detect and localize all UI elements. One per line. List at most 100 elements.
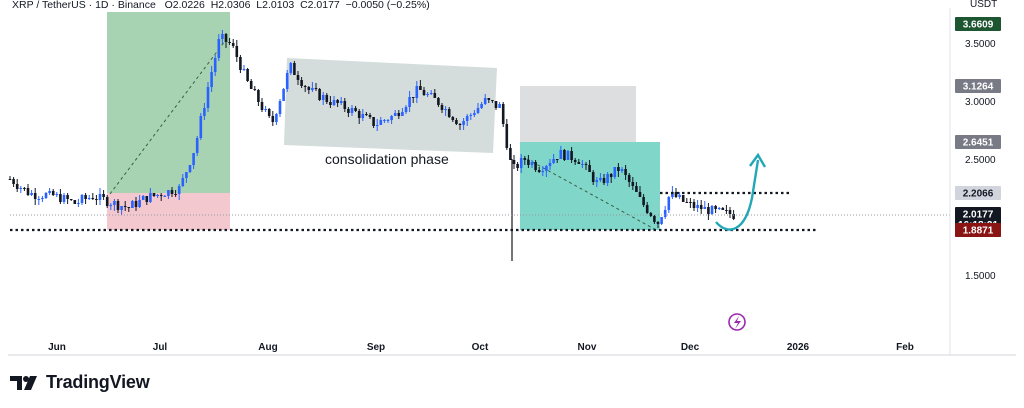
candle-body [224, 34, 228, 42]
candle [570, 147, 573, 163]
candle [494, 101, 498, 110]
candle-body [437, 98, 440, 105]
interval[interactable]: 1D [95, 0, 109, 11]
currency-label[interactable]: USDT [970, 0, 998, 10]
candle-body [127, 207, 131, 208]
price-tag-bg [955, 223, 1001, 237]
candle-body [221, 34, 224, 39]
candle-body [141, 196, 145, 200]
candle [627, 173, 631, 187]
candle [307, 86, 311, 94]
candle-body [390, 116, 393, 120]
low-value: L2.0103 [256, 0, 295, 11]
candle [253, 86, 257, 91]
candle-body [534, 162, 537, 170]
candle [624, 165, 627, 180]
candle-body [307, 87, 311, 90]
lightning-icon [728, 313, 746, 331]
candle [87, 195, 91, 200]
price-tag-label: 1.8871 [963, 226, 994, 237]
time-tick-label: Oct [472, 342, 489, 353]
candle-body [332, 100, 336, 105]
candle [613, 167, 617, 179]
candle-body [37, 199, 41, 200]
candle [609, 173, 613, 183]
candle [37, 196, 41, 205]
projection-arrow-head [749, 152, 767, 168]
candle [73, 200, 77, 204]
candle-body [404, 107, 408, 112]
candle [433, 89, 437, 98]
candle [95, 195, 98, 205]
candle-body [480, 104, 483, 108]
candle-body [602, 178, 606, 183]
candle-body [703, 207, 707, 209]
candle-body [649, 213, 653, 216]
candle [455, 118, 458, 125]
candle-body [401, 112, 404, 116]
candle-body [203, 108, 206, 116]
candle [354, 106, 357, 112]
candle [411, 97, 415, 103]
candle [203, 103, 206, 120]
candle-body [361, 114, 365, 118]
candle-body [159, 195, 163, 196]
tradingview-logo[interactable]: TradingView [10, 372, 150, 393]
candle-body [318, 89, 321, 100]
candle [336, 99, 339, 107]
candle-body [188, 165, 192, 172]
candle-body [728, 210, 732, 214]
high-value: H2.0306 [210, 0, 251, 11]
candle [516, 162, 519, 171]
candle [332, 96, 336, 106]
candle [185, 172, 188, 183]
candle-body [393, 113, 397, 116]
candle [293, 61, 296, 75]
candle-body [627, 175, 631, 182]
candle-body [19, 188, 23, 189]
candle-body [599, 178, 602, 180]
candle-body [134, 201, 138, 207]
candle [159, 193, 163, 201]
candle [26, 184, 30, 196]
candle [177, 184, 181, 200]
candle [545, 165, 548, 177]
candle-body [375, 125, 379, 126]
candle [365, 112, 368, 116]
candle-body [354, 108, 357, 111]
trade-path-line [109, 36, 229, 195]
candle [548, 159, 552, 170]
candle-body [725, 210, 728, 211]
candle [368, 113, 372, 119]
candle [440, 103, 444, 113]
candle [113, 199, 116, 211]
candle-body [152, 193, 156, 196]
candle [617, 163, 620, 177]
candle [19, 186, 23, 193]
candle [311, 82, 314, 92]
candle-body [548, 163, 552, 166]
symbol-name[interactable]: XRP / TetherUS [12, 0, 86, 11]
candle [422, 87, 426, 96]
candle [127, 207, 131, 212]
price-tag-bg [955, 186, 1001, 200]
candle-body [494, 101, 498, 108]
candle-body [62, 195, 66, 202]
candle-body [689, 202, 692, 203]
candle-body [231, 43, 235, 46]
candle-body [473, 113, 476, 115]
candle-body [123, 206, 127, 207]
candle [199, 113, 203, 140]
candle [714, 205, 717, 213]
candle [725, 205, 728, 214]
candle-body [314, 88, 318, 89]
candle-body [293, 63, 296, 75]
candle [678, 192, 681, 199]
candle [23, 187, 26, 191]
candle-body [372, 117, 375, 126]
candle [689, 198, 692, 208]
candle [681, 195, 685, 202]
candle [491, 100, 494, 103]
candle [447, 107, 451, 118]
